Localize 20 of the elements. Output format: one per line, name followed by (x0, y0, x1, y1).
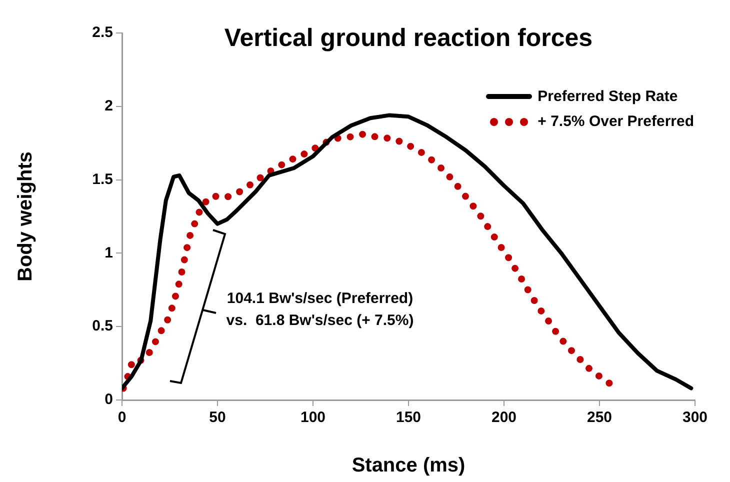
y-tick-label: 1 (104, 244, 113, 262)
annotation: 104.1 Bw's/sec (Preferred) (226, 289, 414, 309)
x-tick-label: 200 (491, 409, 517, 426)
y-tick-label: 0 (104, 391, 113, 408)
x-tick-label: 100 (300, 409, 326, 426)
y-axis-title: Body weights (14, 151, 37, 282)
x-tick-label: 150 (396, 409, 422, 426)
x-tick-label: 300 (682, 409, 708, 426)
legend-label: Preferred Step Rate (538, 88, 678, 105)
x-tick-label: 50 (209, 409, 226, 426)
y-tick-label: 0.5 (92, 318, 113, 335)
x-axis-title: Stance (ms) (352, 454, 466, 477)
y-tick-label: 2 (104, 98, 113, 115)
annotation: vs. 61.8 Bw's/sec (+ 7.5%) (225, 311, 415, 331)
x-tick-label: 250 (586, 409, 612, 426)
y-tick-label: 2.5 (92, 24, 113, 42)
x-tick-label: 0 (118, 409, 126, 426)
chart-title: Vertical ground reaction forces (223, 24, 594, 53)
legend-label: + 7.5% Over Preferred (538, 113, 694, 130)
y-tick-label: 1.5 (92, 170, 113, 188)
